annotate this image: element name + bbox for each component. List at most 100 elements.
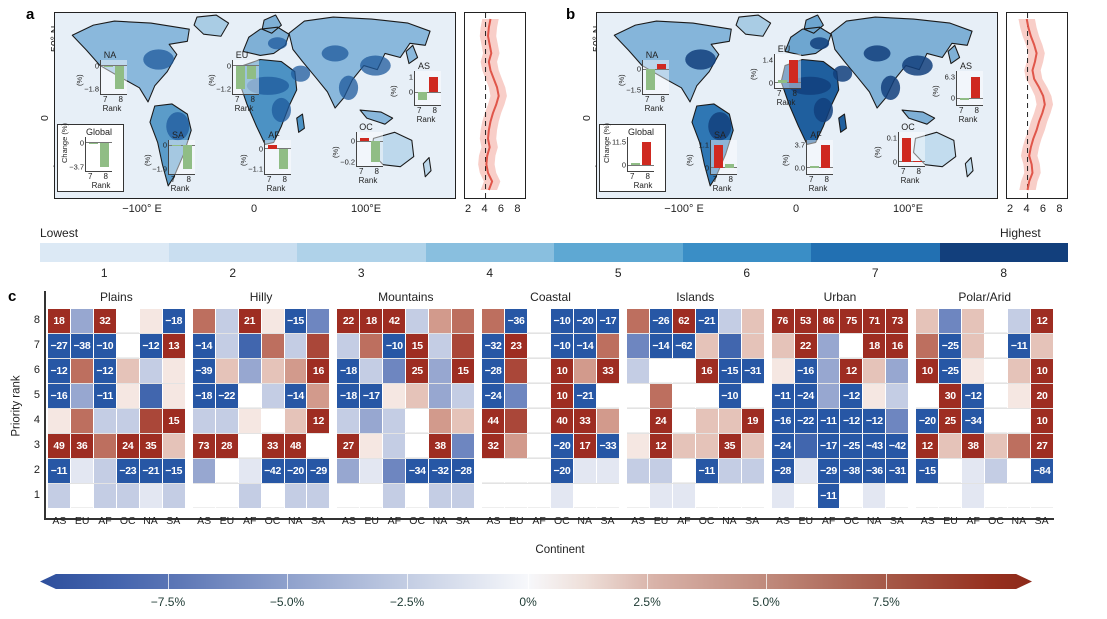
heatmap-cell [528,409,551,433]
heatmap-cell: 10 [1031,409,1054,433]
inset-x-tick: 7 [88,172,93,181]
inset-plot-area [710,139,737,175]
inset-bar-rank-8 [642,142,651,166]
heatmap-cell: 36 [70,434,93,458]
heatmap-cell [452,334,475,358]
profile-a-xtick: 2 [465,203,472,215]
inset-x-tick: 8 [186,174,191,184]
inset-y-tick: −1.2 [216,84,231,94]
heatmap-cell [939,484,962,508]
percent-colorbar-label: 2.5% [633,595,661,609]
heatmap-cell: −10 [718,384,741,408]
rank-colorbar-label: 5 [614,266,622,280]
inset-x-axis-label: Rank [102,104,122,113]
heatmap-cell [718,459,741,483]
heatmap-group-urban: Urban 76 53 86 75 71 73 22 18 16 −16 12 −11 −24 −12 −16… [771,290,909,527]
heatmap-cell [794,459,817,483]
inset-y-tick: 0 [94,61,99,71]
heatmap-cell [672,384,695,408]
inset-plot-area [264,139,291,175]
inset-bar-rank-7 [646,69,655,90]
heatmap-cell [482,309,505,333]
heatmap-cell: −38 [70,334,93,358]
inset-plot-area [642,60,669,95]
heatmap-cell [48,409,70,433]
heatmap-col-label: NA [866,515,882,527]
heatmap-cell: −20 [573,309,596,333]
heatmap-cell: −25 [939,359,962,383]
inset-chart-global: Global Change (%) 11.5 0 7 8 Rank [599,123,666,192]
heatmap-cell: 44 [482,409,505,433]
heatmap-cell [406,409,429,433]
inset-plot-area [627,137,654,172]
heatmap-col-label: SA [1034,515,1049,527]
inset-y-tick: 0 [350,136,355,146]
heatmap-cell [528,384,551,408]
heatmap-cell [771,359,794,383]
heatmap-cell [939,309,962,333]
heatmap-cell [238,334,261,358]
inset-x-axis-label: Rank [644,104,664,113]
inset-plot-area [85,137,112,172]
heatmap-cell [215,309,238,333]
world-map-b [613,14,974,187]
heatmap-cell: −28 [771,459,794,483]
heatmap-cell [482,484,505,508]
heatmap-cell [1008,434,1031,458]
heatmap-col-label: AF [532,515,546,527]
heatmap-cell: 10 [551,384,573,408]
inset-zero-line [957,97,983,99]
heatmap-cell: −12 [840,384,863,408]
heatmap-col-label: AS [197,515,212,527]
heatmap-cell [1031,334,1054,358]
heatmap-cell [649,459,672,483]
inset-bar-rank-8 [100,142,109,167]
heatmap-col-label: OC [264,515,281,527]
heatmap-cell: −16 [48,384,70,408]
profile-b-xtick: 4 [1023,203,1030,215]
heatmap-cell [626,384,649,408]
heatmap-row-label: 4 [33,414,40,426]
heatmap-col-label: OC [698,515,715,527]
heatmap-col-labels: AS EU AF OC NA SA [627,515,764,527]
map-a-xtick: −100° E [122,203,162,215]
percent-colorbar-label: −5.0% [269,595,305,609]
heatmap-cell [406,384,429,408]
heatmap-cell: −18 [192,384,215,408]
inset-zero-line [775,82,801,84]
inset-y-tick: 0 [162,140,167,150]
heatmap-cell: −17 [360,384,383,408]
inset-chart-global: Global Change (%) 0 −3.7 7 8 Rank [57,123,124,192]
heatmap-cell: −39 [192,359,215,383]
heatmap-cell [695,409,718,433]
heatmap-cell: −22 [794,409,817,433]
inset-zero-line [711,167,737,169]
heatmap-cell [718,334,741,358]
percent-colorbar [40,574,1032,589]
rank-colorbar-label: 6 [743,266,751,280]
heatmap-col-label: AF [677,515,691,527]
heatmap-cell [528,309,551,333]
inset-chart-as: AS (%) 6.3 0 7 8 Rank [931,61,983,124]
map-a-ytick: 0 [38,114,51,121]
heatmap-cell: −42 [886,434,909,458]
inset-title: NA [645,50,659,60]
heatmap-cell: 30 [939,384,962,408]
inset-x-axis-label: Rank [416,115,436,125]
heatmap-cell: 24 [116,434,139,458]
heatmap-cell [886,384,909,408]
inset-y-tick: −1.9 [152,164,167,174]
heatmap-cell: −16 [771,409,794,433]
heatmap-group-islands: Islands −26 62 −21 −14 −62 16 −15 −31 −10 24 19 12 35… [626,290,764,527]
heatmap-cell [741,484,764,508]
heatmap-col-label: EU [74,515,90,527]
heatmap-cell [985,434,1008,458]
heatmap-grid: 18 32 −18 −27 −38 −10 −12 13 −12 −12 −16 −11 15 49 36 2… [48,309,185,508]
heatmap-ylabel: Priority rank [10,375,23,437]
inset-x-tick: 7 [809,174,814,184]
inset-plot-area [356,132,383,168]
heatmap-cell: 22 [794,334,817,358]
